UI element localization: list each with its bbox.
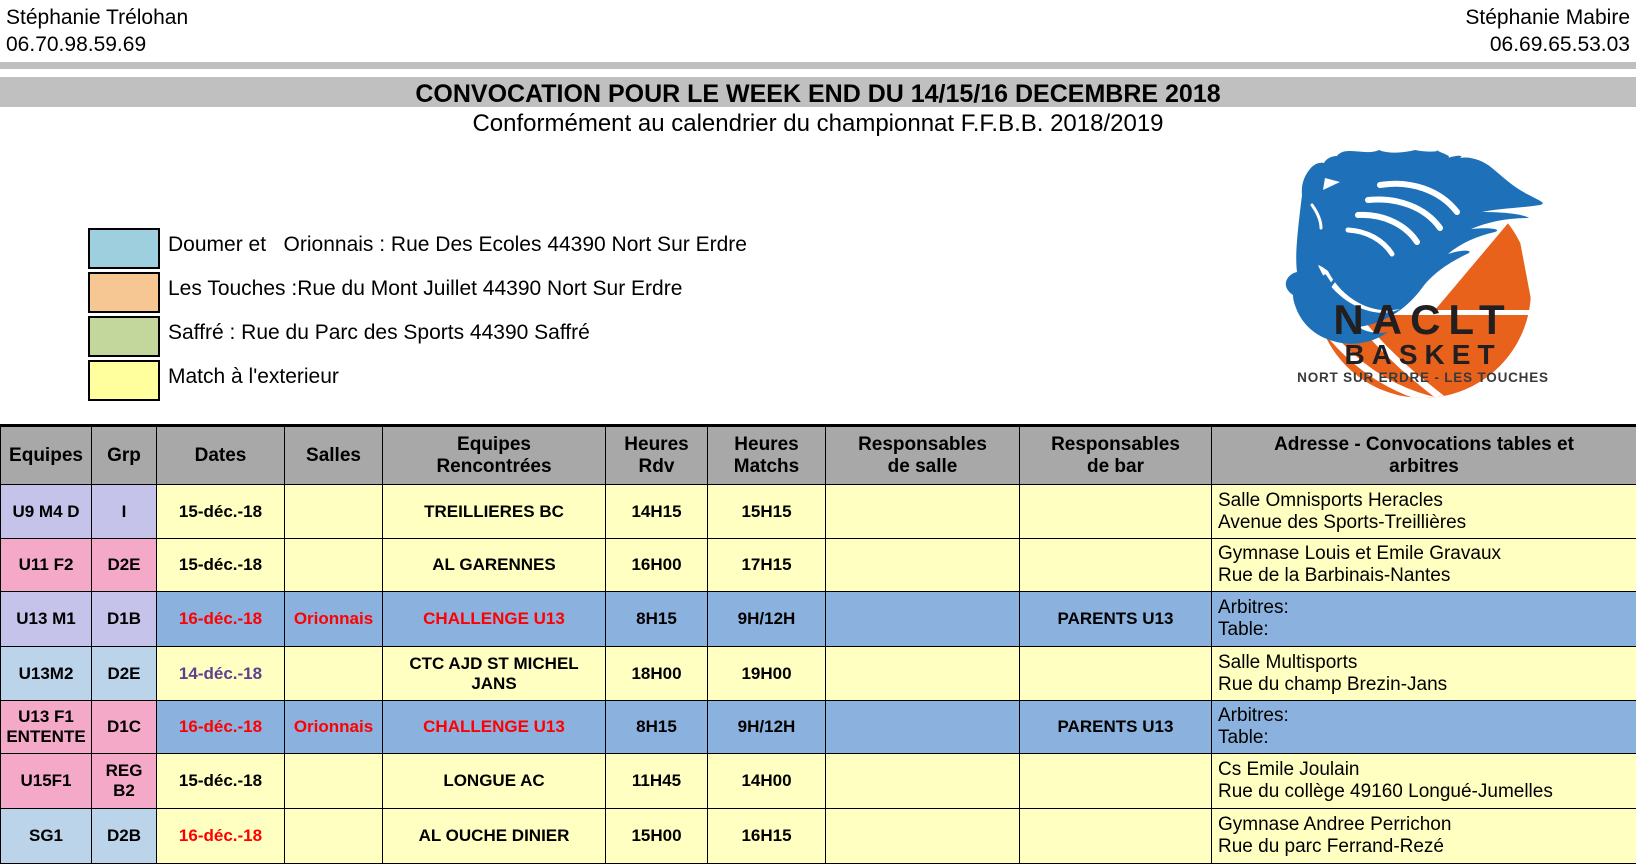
svg-text:NORT SUR ERDRE - LES TOUCHES: NORT SUR ERDRE - LES TOUCHES: [1297, 370, 1549, 385]
svg-text:NACLT: NACLT: [1333, 296, 1512, 343]
svg-text:BASKET: BASKET: [1344, 339, 1501, 370]
